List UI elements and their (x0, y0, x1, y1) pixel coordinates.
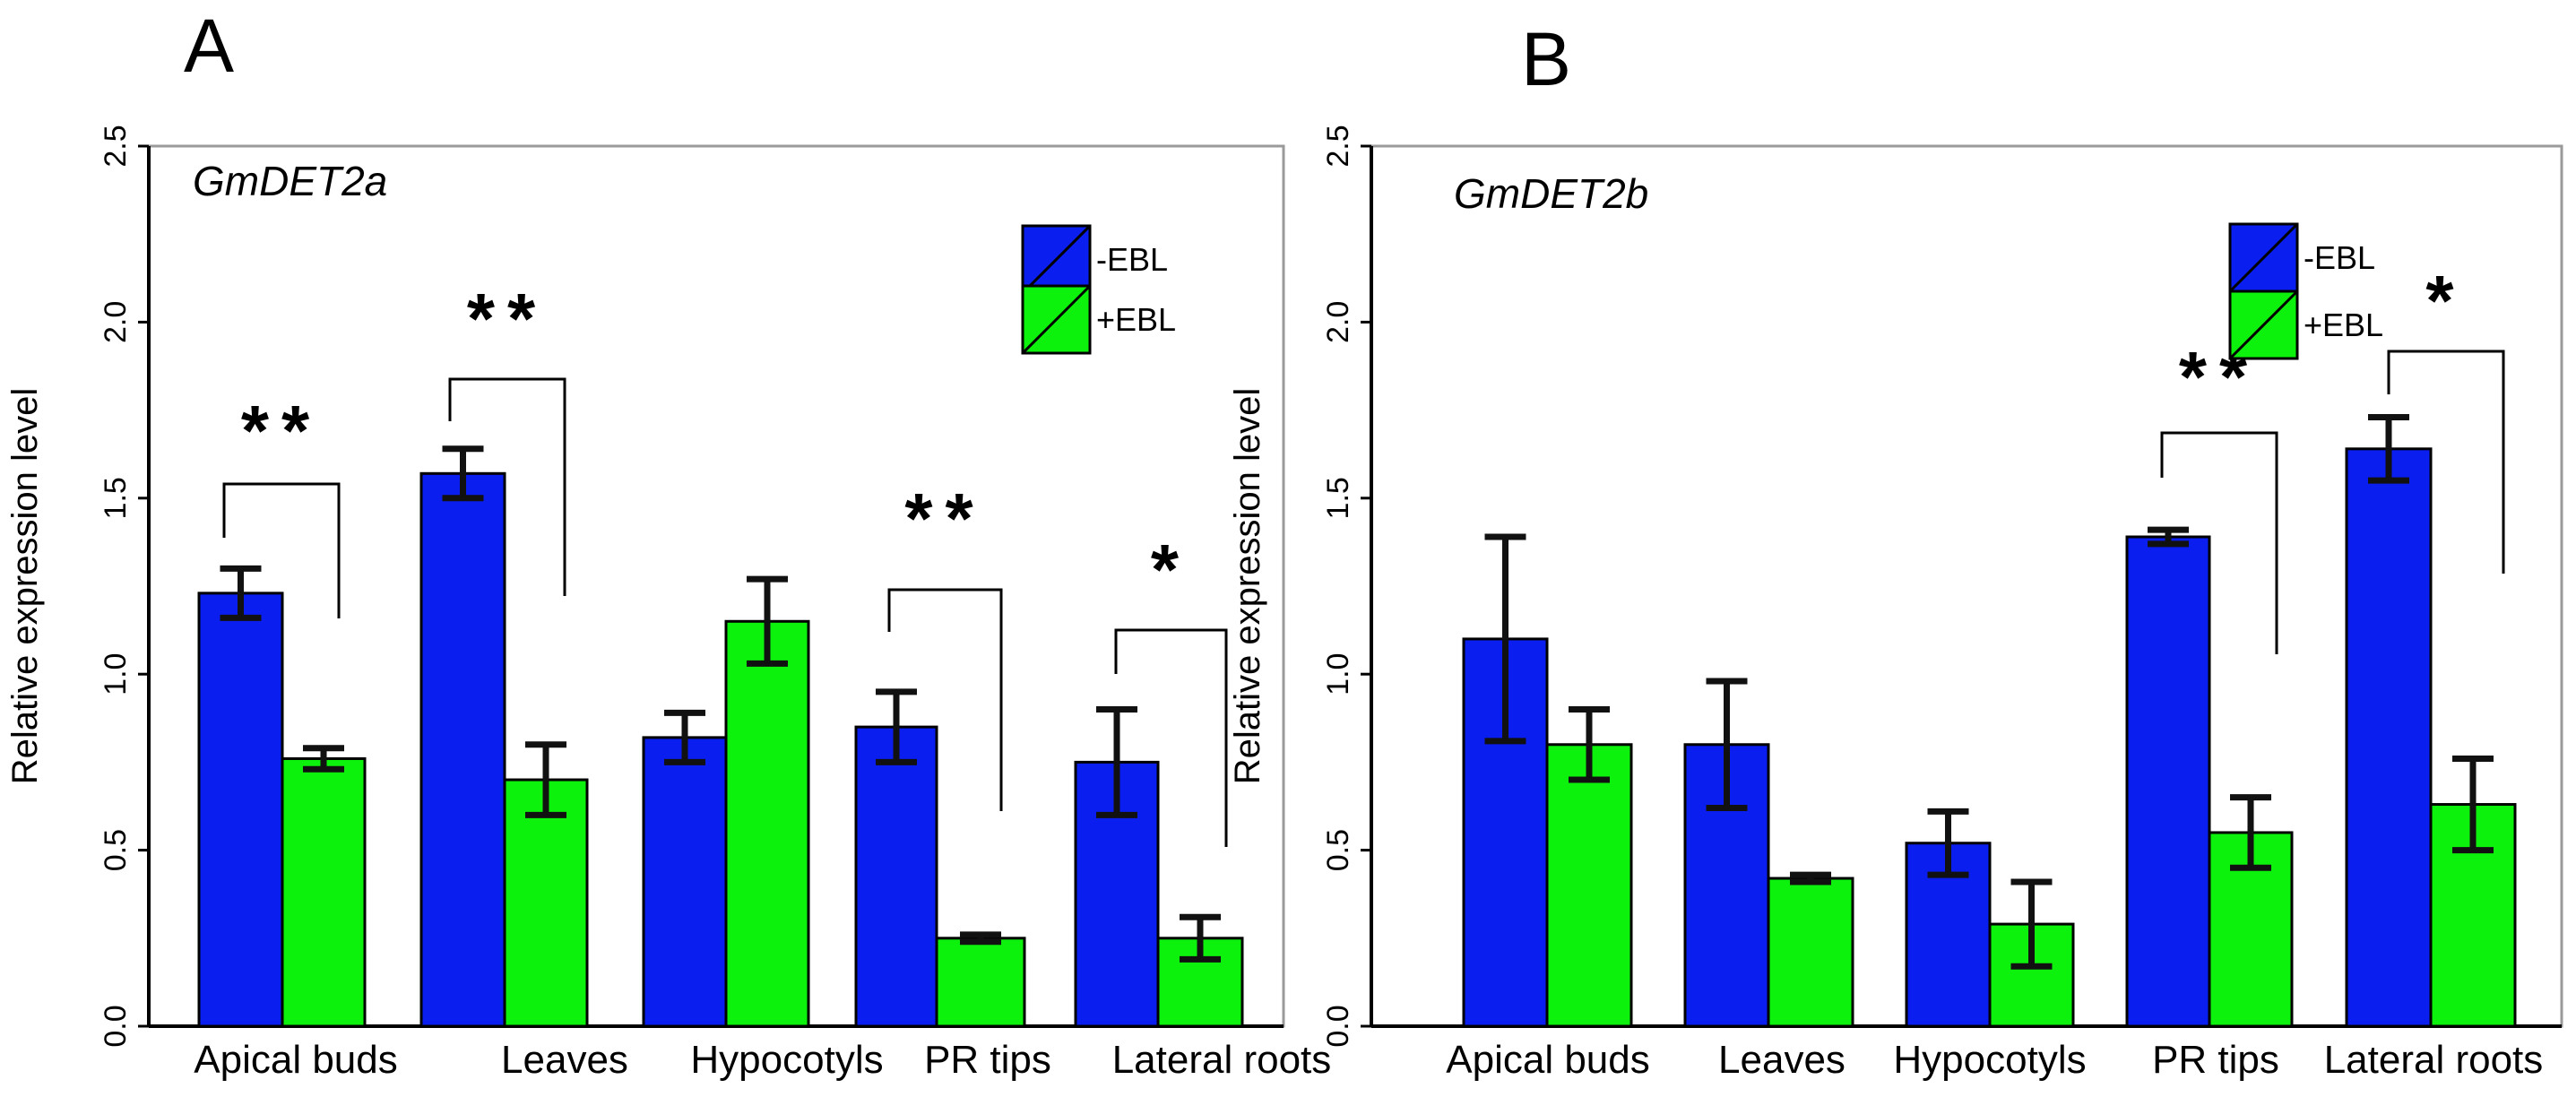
bar (281, 756, 367, 1028)
bar (419, 471, 506, 1028)
y-tick-label: 0.0 (99, 1005, 133, 1047)
y-tick-label: 0.5 (99, 829, 133, 871)
panel-letter: B (1521, 17, 1571, 101)
legend-swatch-diagonal (2228, 289, 2299, 360)
gene-label: GmDET2a (193, 158, 387, 204)
category-label: Leaves (1718, 1038, 1846, 1082)
y-axis-label: Relative expression level (1228, 388, 1267, 784)
significance-stars: * (2425, 261, 2466, 341)
bar (197, 592, 284, 1028)
legend-label: -EBL (1096, 241, 1168, 278)
category-label: Hypocotyls (1893, 1038, 2086, 1082)
category-label: PR tips (924, 1038, 1051, 1082)
y-tick-label: 1.0 (99, 653, 133, 695)
category-label: Apical buds (1446, 1038, 1649, 1082)
y-axis-label: Relative expression level (5, 388, 45, 784)
category-label: Hypocotyls (690, 1038, 883, 1082)
legend-label: +EBL (2304, 307, 2383, 343)
legend-swatch-diagonal (1021, 224, 1092, 295)
panel-letter: A (184, 4, 234, 88)
gene-label: GmDET2b (1454, 170, 1648, 217)
category-label: PR tips (2152, 1038, 2279, 1082)
bar (724, 619, 810, 1028)
category-label: Lateral roots (1112, 1038, 1332, 1082)
significance-stars: ** (241, 391, 322, 471)
significance-stars: * (1151, 530, 1191, 609)
legend-swatch-diagonal (2228, 222, 2299, 293)
significance-bracket (1114, 628, 1228, 847)
y-tick-label: 2.5 (1321, 125, 1355, 167)
y-tick-label: 2.5 (99, 125, 133, 167)
category-label: Apical buds (194, 1038, 397, 1082)
significance-bracket (2160, 431, 2278, 654)
bar (1545, 743, 1633, 1028)
y-tick-label: 0.0 (1321, 1005, 1355, 1047)
y-tick-label: 1.5 (99, 477, 133, 519)
bar (2345, 447, 2433, 1028)
bar (854, 725, 938, 1028)
bar (2125, 535, 2211, 1028)
y-tick-label: 2.0 (1321, 301, 1355, 343)
y-tick-label: 1.5 (1321, 477, 1355, 519)
y-tick-label: 0.5 (1321, 829, 1355, 871)
legend-label: +EBL (1096, 301, 1176, 338)
significance-bracket (887, 588, 1003, 811)
legend-swatch-diagonal (1021, 284, 1092, 355)
category-label: Leaves (501, 1038, 628, 1082)
category-label: Lateral roots (2324, 1038, 2544, 1082)
significance-bracket (448, 377, 566, 596)
legend-label: -EBL (2304, 239, 2375, 276)
bar (935, 937, 1026, 1028)
bar (642, 736, 728, 1028)
significance-bracket (2387, 350, 2505, 574)
bar (2429, 803, 2517, 1028)
significance-stars: ** (904, 479, 985, 558)
bar (503, 778, 589, 1028)
significance-bracket (222, 482, 341, 618)
significance-stars: ** (467, 279, 548, 358)
y-tick-label: 2.0 (99, 301, 133, 343)
bar (1767, 877, 1854, 1028)
y-tick-label: 1.0 (1321, 653, 1355, 695)
